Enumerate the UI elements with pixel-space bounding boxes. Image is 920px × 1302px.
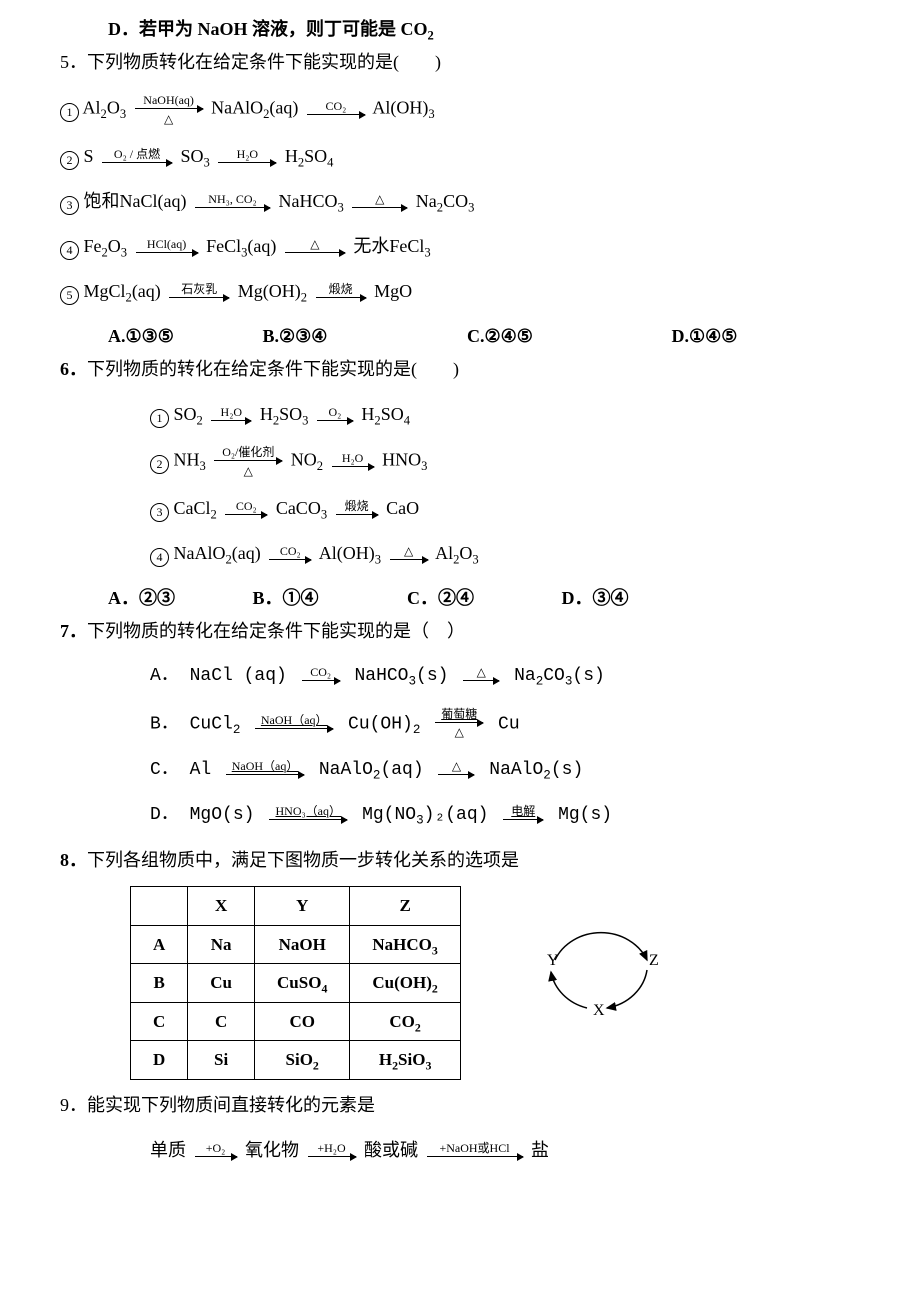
arrow: 电解 xyxy=(501,805,545,824)
q5-choice-d: D.①④⑤ xyxy=(672,323,738,350)
q5-row4: 4 Fe2O3 HCl(aq) FeCl3(aq) △ 无水FeCl3 xyxy=(60,233,920,260)
q8-stem-text: 下列各组物质中，满足下图物质一步转化关系的选项是 xyxy=(87,850,519,870)
opt-d-label: D xyxy=(108,19,121,39)
q6-row3: 3 CaCl2 CO₂ CaCO3 煅烧 CaO xyxy=(60,495,920,522)
q6-choice-a: A．②③ xyxy=(108,585,248,612)
q6-choice-c: C．②④ xyxy=(407,585,557,612)
arrow: NaOH(aq)△ xyxy=(133,94,205,125)
q7-stem: 7．下列物质的转化在给定条件下能实现的是（ ） xyxy=(60,618,920,645)
arrow: NaOH（aq） xyxy=(253,714,335,733)
th-x: X xyxy=(188,887,255,926)
diagram-label-x: X xyxy=(593,1002,605,1019)
q9-number: 9． xyxy=(60,1095,87,1115)
arrow: CO₂ xyxy=(267,545,313,564)
arrow: △ xyxy=(461,666,501,685)
q9-stem: 9．能实现下列物质间直接转化的元素是 xyxy=(60,1092,920,1119)
q6-stem-text: 下列物质的转化在给定条件下能实现的是( ) xyxy=(87,359,459,379)
table-row: B Cu CuSO4 Cu(OH)2 xyxy=(131,964,461,1003)
q5-row3: 3 饱和NaCl(aq) NH₃, CO₂ NaHCO3 △ Na2CO3 xyxy=(60,188,920,215)
circled-4: 4 xyxy=(60,241,79,260)
q6-row2: 2 NH3 O₂/催化剂△ NO2 H₂O HNO3 xyxy=(60,446,920,477)
arrow: △ xyxy=(283,238,347,257)
q9-row: 单质 +O₂ 氧化物 +H₂O 酸或碱 +NaOH或HCl 盐 xyxy=(60,1137,920,1164)
arrow: 煅烧 xyxy=(334,500,380,519)
arrow: H₂O xyxy=(216,148,278,167)
table-row: C C CO CO2 xyxy=(131,1002,461,1041)
arrow: H₂O xyxy=(209,406,253,425)
arrow: 石灰乳 xyxy=(167,283,231,302)
arrow: O₂ xyxy=(315,406,355,425)
q5-choice-b: B.②③④ xyxy=(263,323,463,350)
arrow: NaOH（aq） xyxy=(224,760,306,779)
opt-d-text: 若甲为 NaOH 溶液，则丁可能是 CO xyxy=(139,19,428,39)
table-header-row: X Y Z xyxy=(131,887,461,926)
th-y: Y xyxy=(255,887,350,926)
circled-1: 1 xyxy=(60,103,79,122)
cycle-svg: Y Z X xyxy=(521,890,671,1020)
arrow: CO₂ xyxy=(305,100,367,119)
q7-stem-text: 下列物质的转化在给定条件下能实现的是（ ） xyxy=(87,621,465,641)
q5-choices: A.①③⑤ B.②③④ C.②④⑤ D.①④⑤ xyxy=(60,323,920,350)
arrow: △ xyxy=(388,545,430,564)
th-blank xyxy=(131,887,188,926)
arrow: +NaOH或HCl xyxy=(425,1142,525,1161)
arrow: H₂O xyxy=(330,452,376,471)
circled-2: 2 xyxy=(60,151,79,170)
q7-rowD: D． MgO(s) HNO₃（aq） Mg(NO3)₂(aq) 电解 Mg(s) xyxy=(60,802,920,829)
table-row: A Na NaOH NaHCO3 xyxy=(131,925,461,964)
arrow: 煅烧 xyxy=(314,283,368,302)
arrow: NH₃, CO₂ xyxy=(193,193,272,212)
q7-rowB: B． CuCl2 NaOH（aq） Cu(OH)2 葡萄糖△ Cu xyxy=(60,708,920,739)
arrow: △ xyxy=(436,760,476,779)
q7-rowA: A． NaCl (aq) CO₂ NaHCO3(s) △ Na2CO3(s) xyxy=(60,663,920,690)
q8-number: 8． xyxy=(60,850,87,870)
arrow: O₂ / 点燃 xyxy=(100,148,174,167)
q5-number: 5． xyxy=(60,52,87,72)
q6-row4: 4 NaAlO2(aq) CO₂ Al(OH)3 △ Al2O3 xyxy=(60,540,920,567)
arrow: CO₂ xyxy=(223,500,269,519)
q6-row1: 1 SO2 H₂O H2SO3 O₂ H2SO4 xyxy=(60,401,920,428)
q6-number: 6． xyxy=(60,359,87,379)
option-d-line: D．若甲为 NaOH 溶液，则丁可能是 CO2 xyxy=(60,16,920,43)
q6-choice-d: D．③④ xyxy=(562,585,629,612)
arrow: HCl(aq) xyxy=(134,238,200,257)
q5-row5: 5 MgCl2(aq) 石灰乳 Mg(OH)2 煅烧 MgO xyxy=(60,278,920,305)
q9-stem-text: 能实现下列物质间直接转化的元素是 xyxy=(87,1095,375,1115)
arrow: △ xyxy=(350,193,409,212)
diagram-label-y: Y xyxy=(547,952,559,969)
q5-row2: 2 S O₂ / 点燃 SO3 H₂O H2SO4 xyxy=(60,143,920,170)
q7-rowC: C． Al NaOH（aq） NaAlO2(aq) △ NaAlO2(s) xyxy=(60,757,920,784)
q8-stem: 8．下列各组物质中，满足下图物质一步转化关系的选项是 xyxy=(60,847,920,874)
q8-cycle-diagram: Y Z X xyxy=(521,890,671,1028)
q7-number: 7． xyxy=(60,621,87,641)
q6-choice-b: B．①④ xyxy=(253,585,403,612)
arrow: +O₂ xyxy=(193,1142,239,1161)
circled-5: 5 xyxy=(60,286,79,305)
arrow: 葡萄糖△ xyxy=(433,708,485,739)
q6-stem: 6．下列物质的转化在给定条件下能实现的是( ) xyxy=(60,356,920,383)
arrow: CO₂ xyxy=(300,666,342,685)
q5-stem-text: 下列物质转化在给定条件下能实现的是( ) xyxy=(87,52,441,72)
q8-table: X Y Z A Na NaOH NaHCO3 B Cu CuSO4 Cu(OH)… xyxy=(130,886,461,1080)
th-z: Z xyxy=(350,887,460,926)
table-row: D Si SiO2 H2SiO3 xyxy=(131,1041,461,1080)
q5-row1: 1 Al2O3 NaOH(aq)△ NaAlO2(aq) CO₂ Al(OH)3 xyxy=(60,94,920,125)
arrow: +H₂O xyxy=(306,1142,358,1161)
arrow: HNO₃（aq） xyxy=(267,805,349,824)
q5-stem: 5．下列物质转化在给定条件下能实现的是( ) xyxy=(60,49,920,76)
circled-3: 3 xyxy=(60,196,79,215)
q8-body: X Y Z A Na NaOH NaHCO3 B Cu CuSO4 Cu(OH)… xyxy=(60,880,920,1086)
arrow: O₂/催化剂△ xyxy=(212,446,284,477)
q5-choice-c: C.②④⑤ xyxy=(467,323,667,350)
q6-choices: A．②③ B．①④ C．②④ D．③④ xyxy=(60,585,920,612)
q5-choice-a: A.①③⑤ xyxy=(108,323,258,350)
diagram-label-z: Z xyxy=(649,952,659,969)
